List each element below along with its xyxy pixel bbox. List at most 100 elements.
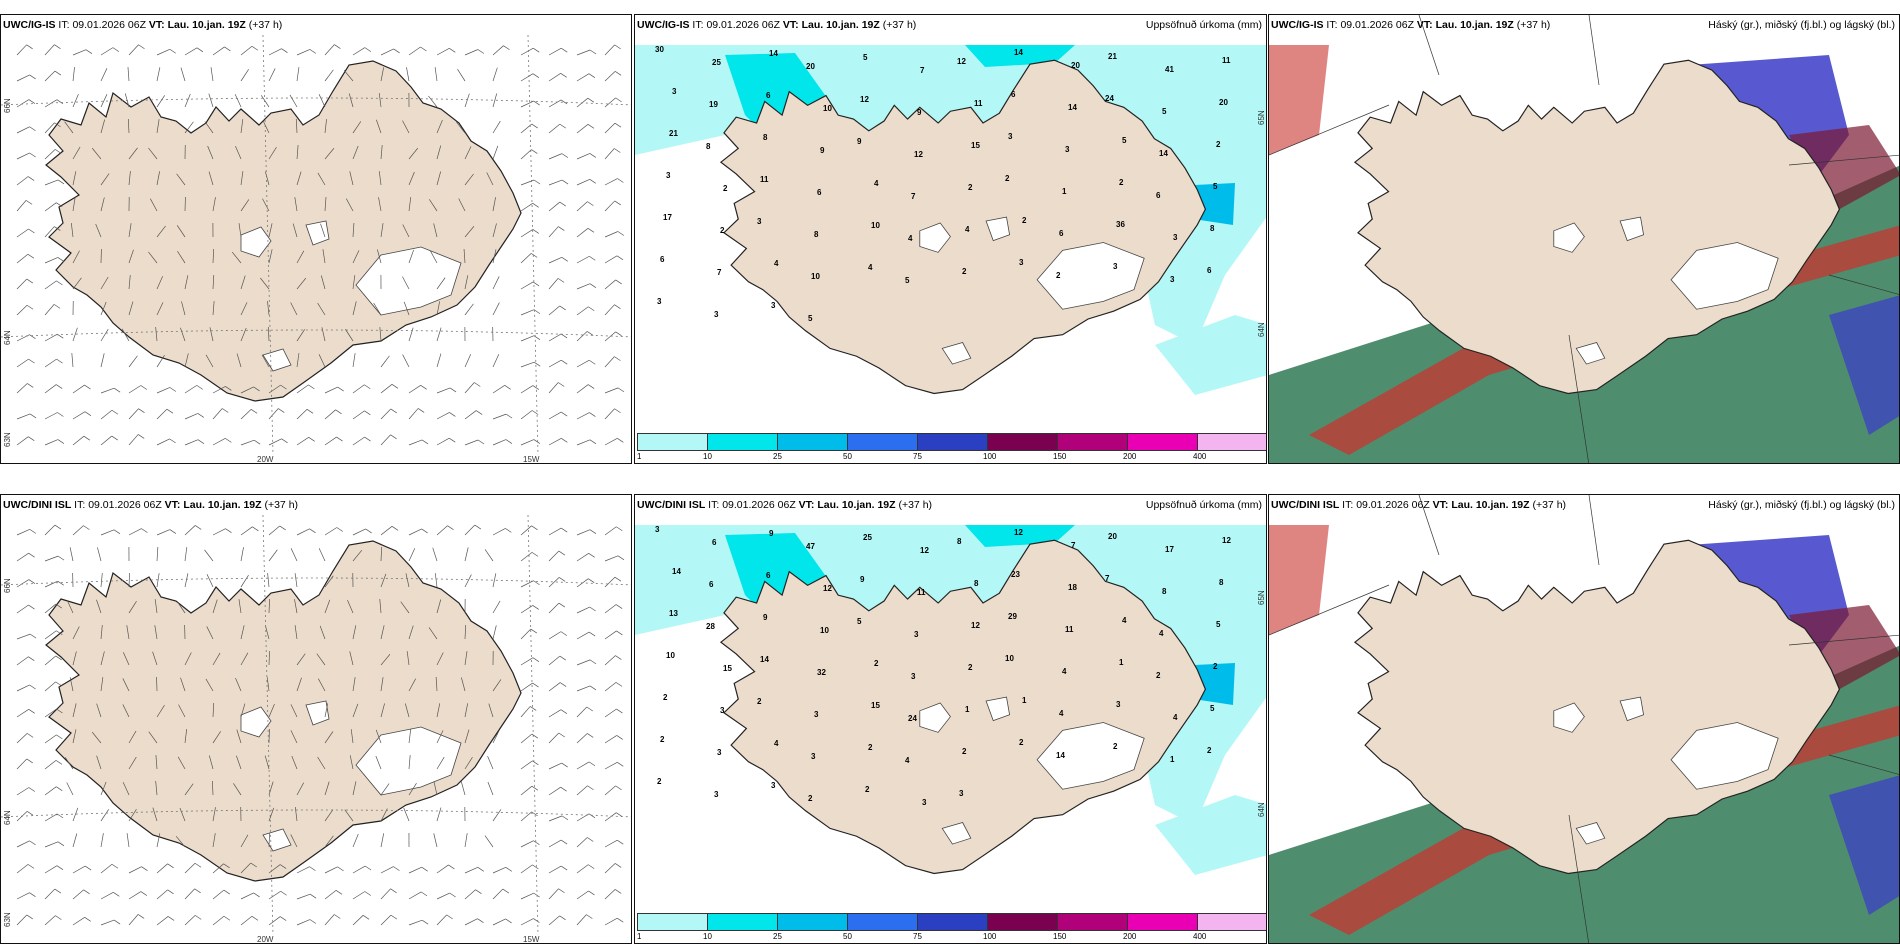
barb-flag bbox=[57, 412, 64, 417]
barb-shaft bbox=[72, 93, 79, 108]
precip-value: 6 bbox=[709, 580, 714, 589]
barb-shaft bbox=[548, 47, 562, 56]
barb-shaft bbox=[128, 301, 134, 316]
barb-shaft bbox=[72, 833, 78, 848]
barb-flag bbox=[589, 153, 597, 158]
barb-shaft bbox=[16, 200, 27, 212]
barb-shaft bbox=[72, 703, 77, 718]
barb-flag bbox=[54, 888, 62, 894]
barb-shaft bbox=[154, 599, 158, 614]
precip-value: 2 bbox=[1213, 662, 1218, 671]
barb-shaft bbox=[156, 529, 171, 536]
barb-shaft bbox=[128, 147, 138, 160]
barb-flag bbox=[28, 604, 35, 610]
barb-flag bbox=[111, 435, 118, 441]
precip-map-bottom bbox=[635, 525, 1266, 875]
barb-shaft bbox=[576, 659, 591, 666]
barb-flag bbox=[533, 47, 540, 53]
barb-shaft bbox=[128, 385, 142, 394]
barb-flag bbox=[169, 529, 177, 534]
barb-shaft bbox=[492, 809, 502, 822]
barb-shaft bbox=[122, 782, 130, 796]
barb-flag bbox=[589, 412, 596, 417]
barb-flag bbox=[559, 915, 566, 921]
barb-flag bbox=[28, 787, 36, 792]
barb-shaft bbox=[408, 782, 417, 796]
precip-value: 14 bbox=[769, 49, 778, 58]
barb-shaft bbox=[464, 303, 474, 316]
it-label: IT: bbox=[692, 19, 704, 31]
precip-value: 3 bbox=[911, 672, 916, 681]
barb-flag bbox=[335, 890, 343, 895]
barb-shaft bbox=[408, 528, 422, 536]
precip-value: 13 bbox=[669, 609, 678, 618]
region-line-2 bbox=[1588, 495, 1600, 566]
barb-shaft bbox=[375, 755, 382, 770]
barb-flag bbox=[29, 126, 36, 132]
precip-value: 11 bbox=[1065, 625, 1074, 634]
barb-shaft bbox=[576, 124, 589, 134]
barb-flag bbox=[533, 179, 541, 185]
precip-value: 12 bbox=[920, 546, 929, 555]
barb-shaft bbox=[44, 915, 56, 926]
barb-shaft bbox=[240, 327, 247, 342]
it-label: IT: bbox=[1326, 19, 1338, 31]
vt-value: Lau. 10.jan. 19Z bbox=[1435, 19, 1514, 31]
precip-light-area bbox=[1155, 795, 1266, 875]
barb-flag bbox=[588, 761, 596, 767]
panel-header: UWC/IG-IS IT: 09.01.2026 06Z VT: Lau. 10… bbox=[3, 19, 282, 31]
barb-shaft bbox=[576, 283, 591, 290]
precip-value: 8 bbox=[957, 537, 962, 546]
precip-value: 2 bbox=[657, 777, 662, 786]
barb-shaft bbox=[240, 892, 254, 900]
barb-flag bbox=[393, 866, 400, 871]
barb-flag bbox=[55, 760, 63, 765]
barb-shaft bbox=[100, 119, 106, 134]
precip-value: 6 bbox=[1059, 229, 1064, 238]
barb-shaft bbox=[520, 281, 534, 290]
precip-value: 3 bbox=[714, 790, 719, 799]
barb-flag bbox=[560, 786, 567, 792]
barb-shaft bbox=[492, 223, 497, 238]
barb-flag bbox=[141, 866, 148, 872]
precip-value: 4 bbox=[1059, 709, 1064, 718]
barb-shaft bbox=[156, 171, 160, 186]
barb-shaft bbox=[100, 529, 115, 536]
legend-tick: 150 bbox=[1053, 452, 1067, 461]
barb-shaft bbox=[208, 171, 214, 186]
precip-value: 5 bbox=[1122, 136, 1127, 145]
barb-flag bbox=[391, 384, 399, 389]
barb-shaft bbox=[181, 301, 186, 316]
barb-shaft bbox=[520, 361, 535, 368]
it-label: IT: bbox=[1342, 499, 1354, 511]
barb-flag bbox=[616, 526, 623, 532]
barb-shaft bbox=[380, 145, 383, 160]
barb-shaft bbox=[100, 781, 107, 796]
barb-shaft bbox=[576, 864, 589, 874]
legend-tick: 10 bbox=[703, 932, 712, 941]
barb-shaft bbox=[380, 783, 390, 796]
barb-flag bbox=[56, 358, 63, 364]
barb-shaft bbox=[404, 703, 410, 718]
barb-flag bbox=[615, 655, 622, 660]
barb-shaft bbox=[604, 761, 618, 770]
barb-shaft bbox=[296, 250, 305, 264]
barb-shaft bbox=[295, 119, 298, 134]
model-name: UWC/DINI ISL bbox=[1271, 499, 1340, 511]
glacier-2 bbox=[305, 700, 330, 726]
barb-shaft bbox=[100, 919, 115, 926]
barb-shaft bbox=[436, 145, 442, 160]
precip-value: 4 bbox=[905, 756, 910, 765]
parallel-0 bbox=[1, 97, 631, 106]
barb-shaft bbox=[100, 651, 105, 666]
precip-value: 2 bbox=[865, 785, 870, 794]
barb-shaft bbox=[155, 755, 158, 770]
barb-shaft bbox=[520, 605, 533, 614]
barb-flag bbox=[56, 630, 63, 636]
barb-shaft bbox=[520, 840, 534, 848]
cloud-low-area bbox=[1829, 775, 1899, 915]
precip-value: 17 bbox=[1165, 545, 1174, 554]
barb-flag bbox=[589, 283, 597, 288]
glacier-3 bbox=[262, 348, 292, 372]
barb-flag bbox=[53, 304, 61, 309]
